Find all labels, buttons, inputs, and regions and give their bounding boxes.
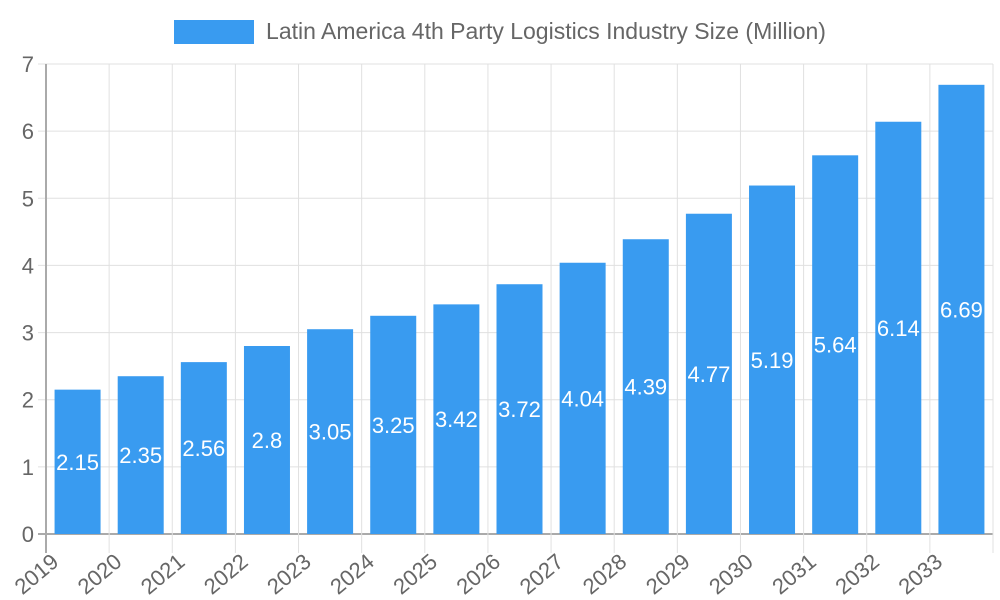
data-label: 4.39	[624, 375, 667, 400]
x-tick-label: 2028	[578, 549, 632, 600]
bar-2029	[685, 213, 732, 534]
data-label: 5.19	[751, 348, 794, 373]
bar-2024	[370, 315, 417, 534]
y-tick-label: 5	[22, 186, 34, 211]
data-label: 2.15	[56, 450, 99, 475]
legend[interactable]: Latin America 4th Party Logistics Indust…	[0, 18, 1000, 45]
data-label: 5.64	[814, 333, 857, 358]
x-tick-label: 2022	[199, 549, 253, 600]
y-tick-label: 2	[22, 388, 34, 413]
x-tick-label: 2032	[830, 549, 884, 600]
data-label: 3.72	[498, 397, 541, 422]
x-tick-label: 2027	[515, 549, 569, 600]
x-tick-label: 2020	[73, 549, 127, 600]
y-tick-label: 4	[22, 253, 34, 278]
bar-2028	[622, 239, 669, 534]
y-tick-label: 6	[22, 119, 34, 144]
data-label: 2.56	[182, 436, 225, 461]
y-tick-label: 0	[22, 522, 34, 547]
bar-2021	[180, 362, 227, 534]
x-tick-label: 2033	[894, 549, 948, 600]
x-tick-label: 2030	[704, 549, 758, 600]
bar-2023	[307, 329, 354, 534]
data-label: 4.77	[687, 362, 730, 387]
bar-2031	[812, 155, 859, 535]
data-label: 2.35	[119, 443, 162, 468]
bar-2026	[496, 284, 543, 534]
bar-2033	[938, 84, 985, 535]
data-label: 3.42	[435, 407, 478, 432]
data-label: 4.04	[561, 386, 604, 411]
x-tick-label: 2031	[767, 549, 821, 600]
bar-2030	[749, 185, 796, 534]
bar-2020	[117, 376, 164, 534]
x-tick-label: 2019	[10, 549, 64, 600]
data-label: 3.05	[309, 420, 352, 445]
data-label: 6.69	[940, 297, 983, 322]
bar-2025	[433, 304, 480, 534]
data-label: 2.8	[252, 428, 283, 453]
x-tick-label: 2024	[325, 549, 379, 600]
x-tick-label: 2021	[136, 549, 190, 600]
x-tick-label: 2029	[641, 549, 695, 600]
data-label: 6.14	[877, 316, 920, 341]
bar-2022	[243, 346, 290, 534]
bar-2019	[54, 389, 101, 534]
bar-2032	[875, 121, 922, 534]
x-tick-label: 2023	[262, 549, 316, 600]
y-tick-label: 3	[22, 321, 34, 346]
y-tick-label: 7	[22, 52, 34, 77]
y-tick-label: 1	[22, 455, 34, 480]
x-tick-label: 2025	[388, 549, 442, 600]
x-tick-label: 2026	[452, 549, 506, 600]
legend-label: Latin America 4th Party Logistics Indust…	[266, 18, 826, 44]
legend-swatch	[174, 19, 255, 44]
data-label: 3.25	[372, 413, 415, 438]
bar-2027	[559, 262, 606, 534]
